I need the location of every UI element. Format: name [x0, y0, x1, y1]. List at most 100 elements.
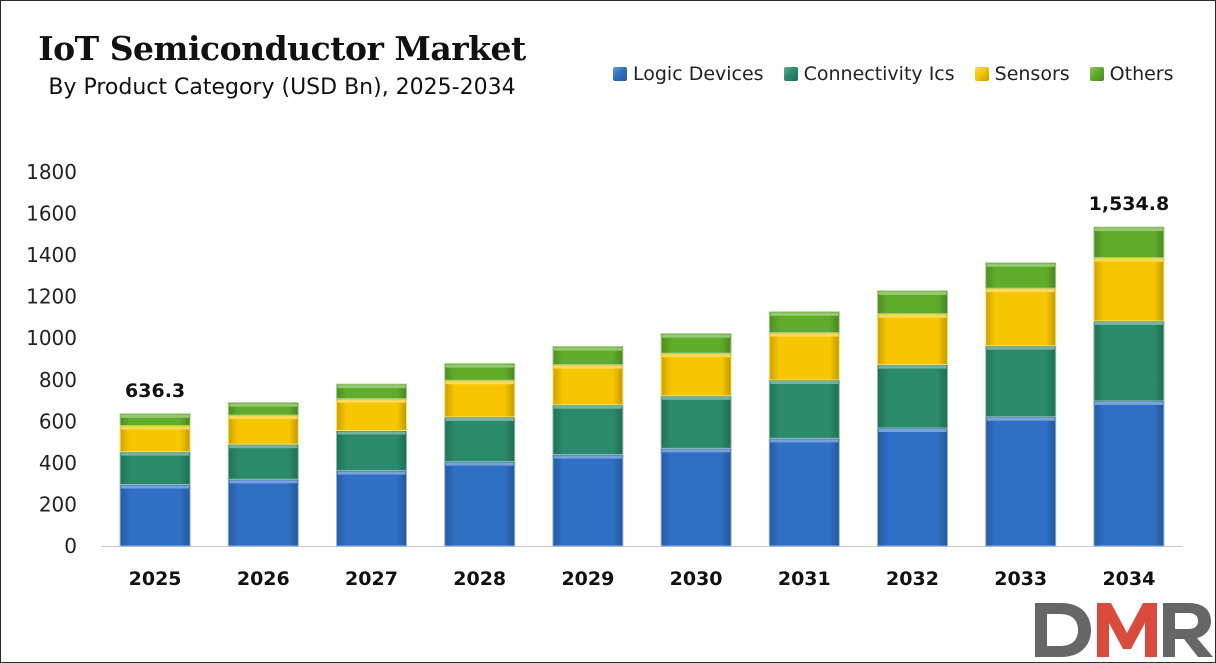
y-tick-label: 200 — [39, 492, 77, 516]
bar-bevel — [337, 431, 406, 435]
bar-segment-sensors — [985, 287, 1057, 347]
x-tick-label: 2028 — [453, 568, 506, 590]
x-tick-label: 2032 — [886, 568, 939, 590]
bar-segment-connectivity-ics — [660, 395, 732, 449]
bar-bevel — [445, 417, 514, 421]
dmr-logo — [1035, 603, 1213, 657]
bar-segment-logic-devices — [227, 478, 299, 547]
bar-segment-sensors — [336, 398, 407, 431]
bar-segment-connectivity-ics — [552, 404, 624, 456]
x-tick-label: 2034 — [1102, 568, 1155, 590]
bar-bevel — [229, 416, 298, 420]
legend-swatch — [974, 67, 989, 81]
bar-bevel — [986, 263, 1055, 267]
bar-bevel — [1094, 321, 1163, 325]
bar-bevel — [121, 452, 190, 456]
bar-segment-sensors — [768, 332, 840, 381]
bar-segment-connectivity-ics — [336, 429, 407, 472]
bar-bevel — [878, 365, 947, 369]
bar-segment-sensors — [552, 364, 624, 406]
bar-bevel — [986, 346, 1055, 350]
bar-bevel — [445, 364, 514, 368]
bar-bevel — [553, 347, 622, 351]
bar-bevel — [445, 381, 514, 385]
bar-segment-logic-devices — [119, 483, 191, 547]
chart-subtitle: By Product Category (USD Bn), 2025-2034 — [48, 75, 516, 100]
y-tick-label: 1000 — [26, 326, 77, 350]
x-tick-label: 2029 — [561, 568, 614, 590]
bar-bevel — [878, 291, 947, 295]
bar-bevel — [770, 439, 839, 443]
bar-bevel — [229, 403, 298, 407]
bar-bevel — [662, 449, 731, 453]
bar-segment-connectivity-ics — [985, 345, 1057, 418]
y-tick-label: 400 — [39, 451, 77, 475]
bar-bevel — [878, 314, 947, 318]
bar-bevel — [878, 428, 947, 432]
data-label-total: 1,534.8 — [1089, 193, 1170, 215]
bar-segment-logic-devices — [552, 454, 624, 547]
x-tick-label: 2030 — [670, 568, 723, 590]
bar-bevel — [770, 333, 839, 337]
chart-title: IoT Semiconductor Market — [38, 29, 526, 68]
bar-segment-others — [444, 363, 516, 381]
bar-bevel — [229, 480, 298, 484]
bar-bevel — [662, 334, 731, 338]
bar-segment-logic-devices — [444, 461, 516, 547]
legend-swatch — [783, 67, 798, 81]
bar-bevel — [553, 455, 622, 459]
y-tick-label: 1600 — [26, 202, 77, 226]
bar-bevel — [337, 471, 406, 475]
bar-segment-logic-devices — [1093, 400, 1165, 547]
x-tick-label: 2026 — [237, 568, 290, 590]
legend-item: Connectivity Ics — [783, 63, 955, 85]
bar-segment-connectivity-ics — [227, 443, 299, 480]
y-tick-label: 1800 — [26, 160, 77, 184]
legend-label: Logic Devices — [633, 63, 764, 85]
bar-bevel — [445, 462, 514, 466]
x-tick-label: 2033 — [994, 568, 1047, 590]
bar-bevel — [1094, 258, 1163, 262]
bar-bevel — [986, 417, 1055, 421]
bar-segment-others — [1093, 226, 1165, 259]
bar-segment-logic-devices — [985, 416, 1057, 547]
bar-segment-sensors — [444, 379, 516, 418]
bar-segment-connectivity-ics — [444, 416, 516, 463]
bar-segment-connectivity-ics — [1093, 320, 1165, 402]
legend-label: Connectivity Ics — [803, 63, 955, 85]
bar-segment-others — [119, 413, 191, 426]
legend-swatch — [613, 67, 627, 81]
bar-segment-logic-devices — [768, 437, 840, 547]
bar-segment-logic-devices — [660, 447, 732, 547]
bar-bevel — [662, 354, 731, 358]
bar-segment-logic-devices — [877, 427, 948, 547]
bar-segment-connectivity-ics — [768, 379, 840, 439]
legend-item: Logic Devices — [613, 63, 764, 85]
bar-bevel — [121, 426, 190, 430]
bar-segment-sensors — [877, 313, 948, 366]
bar-segment-sensors — [227, 414, 299, 445]
bar-segment-others — [985, 262, 1057, 289]
bar-segment-others — [877, 290, 948, 315]
bar-bevel — [553, 365, 622, 369]
x-tick-label: 2031 — [778, 568, 831, 590]
legend-item: Sensors — [974, 63, 1070, 85]
y-tick-label: 1400 — [26, 243, 77, 267]
bar-bevel — [1094, 228, 1163, 232]
bar-segment-connectivity-ics — [119, 451, 191, 485]
x-tick-label: 2025 — [129, 568, 182, 590]
legend-label: Sensors — [994, 63, 1070, 85]
bar-bevel — [662, 396, 731, 400]
bar-segment-sensors — [1093, 257, 1165, 322]
x-tick-label: 2027 — [345, 568, 398, 590]
y-tick-label: 1200 — [26, 285, 77, 309]
bar-segment-sensors — [660, 352, 732, 397]
bar-segment-connectivity-ics — [877, 364, 948, 429]
bar-bevel — [337, 385, 406, 389]
bar-segment-logic-devices — [336, 470, 407, 547]
bar-bevel — [121, 485, 190, 489]
bar-bevel — [770, 312, 839, 316]
y-tick-label: 800 — [39, 368, 77, 392]
